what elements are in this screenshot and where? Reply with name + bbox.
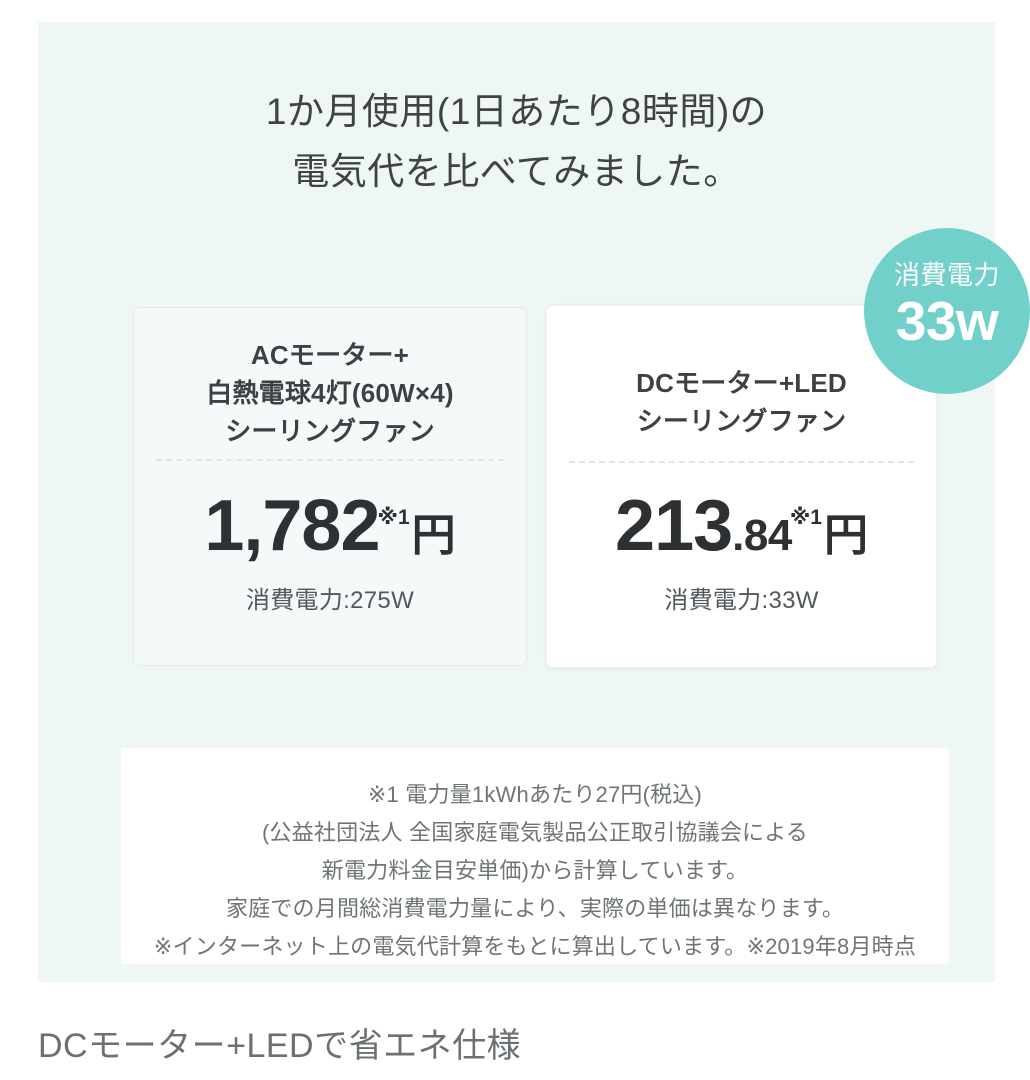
power-badge-value: 33w (895, 289, 999, 352)
card-title-line-1: DCモーター+LED (636, 368, 847, 398)
price-main-value: 213 (615, 486, 733, 566)
price-fraction-value: .84 (732, 511, 792, 560)
infographic-panel: 1か月使用(1日あたり8時間)の 電気代を比べてみました。 ACモーター+ 白熱… (38, 22, 1030, 982)
card-divider (156, 459, 504, 461)
footnote-line-5: ※インターネット上の電気代計算をもとに算出しています。※2019年8月時点 (153, 934, 917, 960)
page-title-line-2: 電気代を比べてみました。 (292, 150, 741, 192)
price-footnote-marker: ※1 (377, 505, 410, 529)
price-currency-unit: 円 (823, 511, 868, 560)
comparison-card-ac-motor: ACモーター+ 白熱電球4灯(60W×4) シーリングファン 1,782※1円 … (133, 307, 527, 666)
comparison-card-dc-motor-led: DCモーター+LED シーリングファン 213.84※1円 消費電力:33W (546, 305, 937, 668)
card-title-ac-motor: ACモーター+ 白熱電球4灯(60W×4) シーリングファン (134, 336, 526, 451)
footnote-line-4: 家庭での月間総消費電力量により、実際の単価は異なります。 (225, 896, 845, 922)
power-badge-label: 消費電力 (893, 260, 1000, 290)
page-title: 1か月使用(1日あたり8時間)の 電気代を比べてみました。 (38, 82, 995, 202)
card-title-line-2: 白熱電球4灯(60W×4) (206, 378, 454, 409)
power-badge: 消費電力 33w (864, 228, 1030, 394)
card-title-line-2: シーリングファン (636, 406, 847, 437)
price-main-value: 1,782 (204, 486, 380, 566)
footnote-box: ※1 電力量1kWhあたり27円(税込) (公益社団法人 全国家庭電気製品公正取… (121, 748, 949, 964)
price-currency-unit: 円 (411, 511, 456, 560)
page-title-line-1: 1か月使用(1日あたり8時間)の (265, 91, 768, 132)
power-consumption-dc-motor-led: 消費電力:33W (664, 587, 819, 614)
power-consumption-ac-motor: 消費電力:275W (245, 587, 415, 614)
price-dc-motor-led: 213.84※1円 (547, 490, 936, 563)
price-footnote-marker: ※1 (789, 505, 822, 529)
card-title-dc-motor-led: DCモーター+LED シーリングファン (547, 364, 936, 440)
price-ac-motor: 1,782※1円 (134, 490, 526, 563)
footnote-line-1: ※1 電力量1kWhあたり27円(税込) (367, 782, 703, 807)
bottom-caption: DCモーター+LEDで省エネ仕様 (38, 1027, 522, 1065)
footnote-line-3: 新電力料金目安単価)から計算しています。 (321, 858, 749, 884)
card-divider (569, 461, 914, 463)
card-title-line-1: ACモーター+ (250, 340, 410, 370)
comparison-cards: ACモーター+ 白熱電球4灯(60W×4) シーリングファン 1,782※1円 … (95, 283, 957, 668)
card-title-line-3: シーリングファン (225, 416, 435, 447)
footnote-line-2: (公益社団法人 全国家庭電気製品公正取引協議会による (262, 820, 808, 846)
